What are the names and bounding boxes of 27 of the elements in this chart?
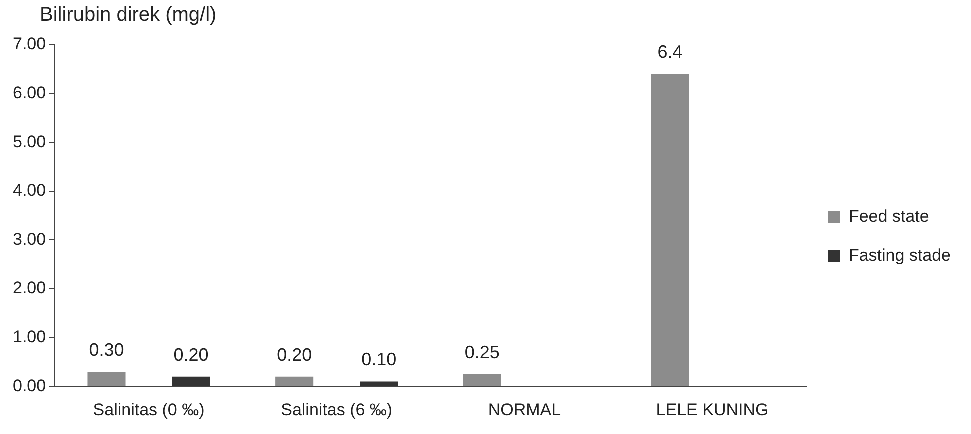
- bar: [463, 374, 502, 386]
- y-tick-label: 1.00: [12, 327, 46, 346]
- x-tick-label: LELE KUNING: [656, 400, 769, 420]
- legend-label: Feed state: [848, 207, 930, 226]
- bar: [276, 376, 314, 386]
- y-tick-label: 5.00: [12, 132, 46, 152]
- bar: [88, 372, 126, 386]
- y-tick-label: 3.00: [12, 230, 46, 249]
- legend-label: Fasting stade: [848, 246, 952, 266]
- data-label: 0.30: [89, 340, 124, 360]
- bar: [172, 376, 210, 386]
- bar: [651, 74, 690, 386]
- x-tick-label: Salinitas (0 ‰): [93, 400, 205, 420]
- data-label: 0.25: [464, 342, 500, 362]
- data-label: 0.20: [277, 344, 312, 365]
- x-tick-label: NORMAL: [488, 400, 562, 420]
- bar: [360, 382, 398, 386]
- y-tick-label: 0.00: [12, 376, 46, 396]
- data-label: 6.4: [658, 42, 683, 62]
- y-tick-label: 7.00: [12, 34, 46, 54]
- data-label: 0.10: [362, 350, 397, 370]
- y-tick-label: 2.00: [12, 278, 46, 298]
- x-tick-label: Salinitas (6 ‰): [281, 400, 393, 420]
- y-axis-title: Bilirubin direk (mg/l): [40, 4, 217, 27]
- y-tick-label: 6.00: [12, 83, 46, 102]
- data-label: 0.20: [174, 344, 209, 365]
- y-tick-label: 4.00: [12, 181, 46, 200]
